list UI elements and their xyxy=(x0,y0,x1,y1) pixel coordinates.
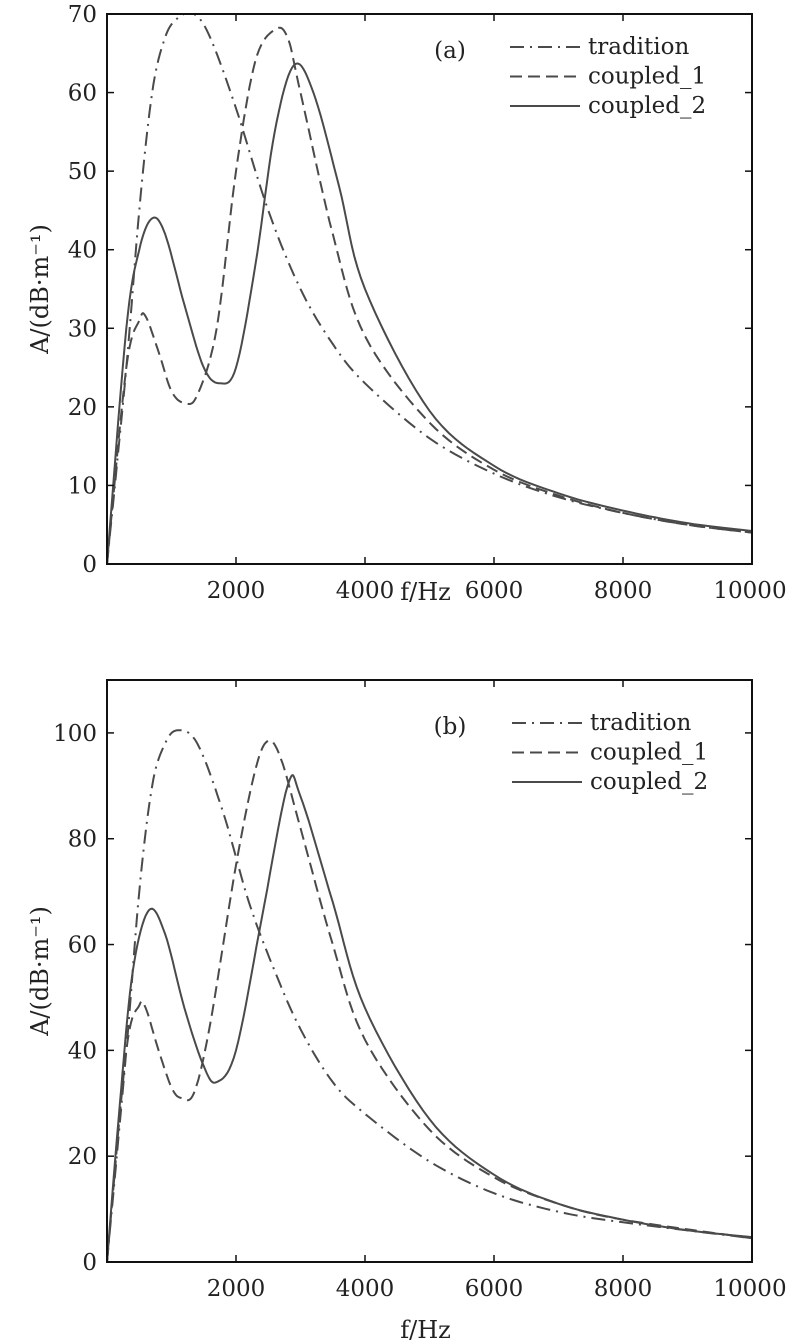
y-tick-label: 20 xyxy=(68,1144,97,1170)
y-tick-label: 70 xyxy=(68,2,97,28)
x-tick-label: 10000 xyxy=(713,1276,786,1302)
legend-label-coupled-1: coupled_1 xyxy=(588,64,706,90)
legend-label-coupled-2: coupled_2 xyxy=(588,93,706,119)
series-line-coupled-2 xyxy=(107,774,752,1262)
panel-a: 2000 4000 6000 8000 10000 0 10 20 30 40 50 60 70 f/Hz… xyxy=(26,2,787,606)
y-tick-label: 60 xyxy=(68,81,97,107)
axes-frame xyxy=(106,13,753,565)
panel-label: (a) xyxy=(434,38,466,64)
series-line-tradition xyxy=(107,729,752,1262)
y-tick-label: 0 xyxy=(82,1250,97,1276)
series-line-coupled-2 xyxy=(107,62,752,564)
legend-label-coupled-2: coupled_2 xyxy=(590,769,708,795)
x-tick-label: 10000 xyxy=(713,578,786,604)
y-tick-label: 30 xyxy=(68,316,97,342)
y-tick-label: 40 xyxy=(68,238,97,264)
x-tick-label: 2000 xyxy=(207,1276,266,1302)
x-axis-label: f/Hz xyxy=(400,1316,451,1344)
axes-frame xyxy=(106,679,753,1263)
y-axis-label: A/(dB·m⁻¹) xyxy=(26,224,54,355)
y-tick-label: 100 xyxy=(53,721,97,747)
y-tick-label: 60 xyxy=(68,933,97,959)
panel-label: (b) xyxy=(434,714,467,740)
series-line-tradition xyxy=(107,14,752,564)
x-tick-label: 8000 xyxy=(594,578,653,604)
y-tick-label: 40 xyxy=(68,1038,97,1064)
y-tick-label: 80 xyxy=(68,827,97,853)
panel-b: 2000 4000 6000 8000 10000 0 20 40 60 80 100 f/Hz A/(… xyxy=(26,679,787,1344)
legend-label-tradition: tradition xyxy=(588,34,689,60)
x-tick-label: 4000 xyxy=(336,578,395,604)
legend-label-tradition: tradition xyxy=(590,710,691,736)
x-tick-label: 4000 xyxy=(336,1276,395,1302)
y-tick-label: 20 xyxy=(68,395,97,421)
x-axis-label: f/Hz xyxy=(400,578,451,606)
series-line-coupled-1 xyxy=(107,26,752,564)
x-tick-label: 6000 xyxy=(465,1276,524,1302)
legend: tradition coupled_1 coupled_2 xyxy=(512,710,708,795)
x-tick-label: 8000 xyxy=(594,1276,653,1302)
series-line-coupled-1 xyxy=(107,739,752,1262)
y-tick-label: 50 xyxy=(68,159,97,185)
legend-label-coupled-1: coupled_1 xyxy=(590,740,708,766)
y-tick-label: 10 xyxy=(68,473,97,499)
x-tick-label: 2000 xyxy=(207,578,266,604)
y-tick-label: 0 xyxy=(82,552,97,578)
y-axis-label: A/(dB·m⁻¹) xyxy=(26,906,54,1037)
x-tick-label: 6000 xyxy=(465,578,524,604)
legend: tradition coupled_1 coupled_2 xyxy=(510,34,706,119)
